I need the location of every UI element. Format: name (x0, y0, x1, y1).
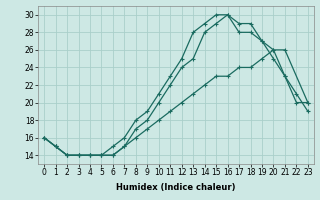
X-axis label: Humidex (Indice chaleur): Humidex (Indice chaleur) (116, 183, 236, 192)
